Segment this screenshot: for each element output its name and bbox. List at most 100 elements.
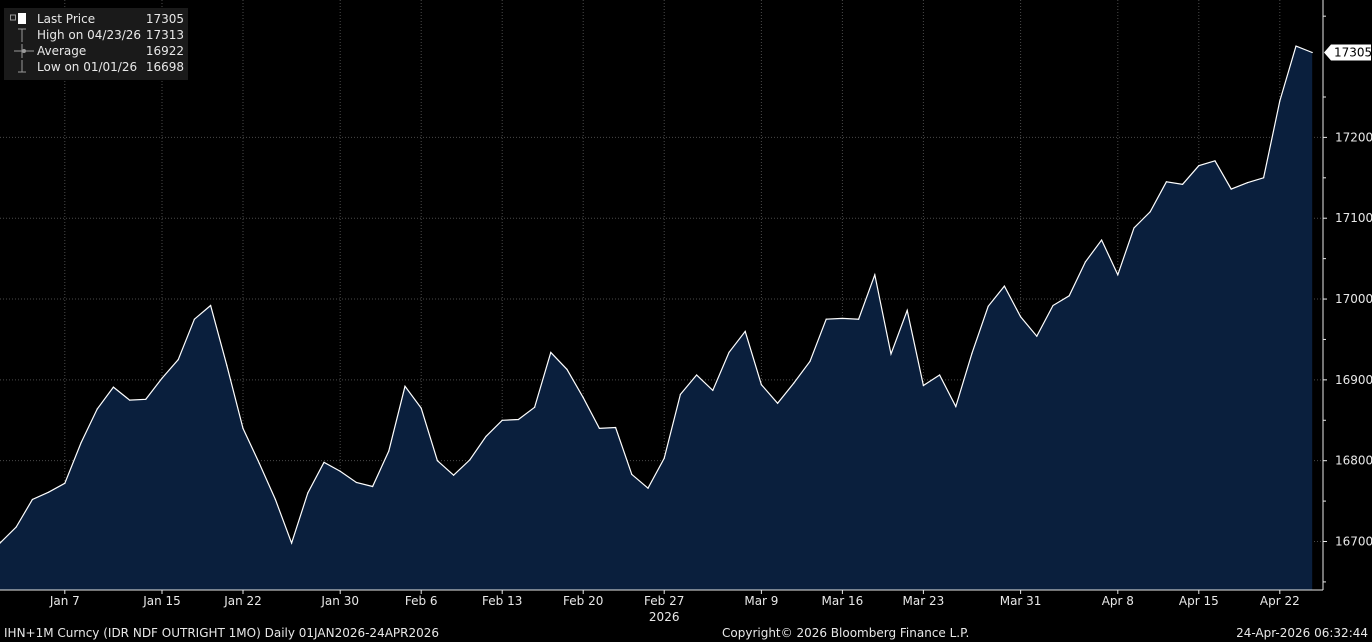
data-point [1311,51,1313,54]
legend-value: 16698 [145,60,184,74]
data-point [760,384,763,386]
price-line [0,45,1313,545]
x-tick-label: Feb 13 [482,594,522,608]
y-tick-label: 16900 [1335,373,1372,387]
data-point [712,389,714,391]
data-point [404,385,406,387]
data-point [517,418,520,421]
data-point [874,274,876,276]
legend-value: 16922 [145,44,184,58]
data-point [420,407,422,409]
data-point [1295,45,1297,47]
y-tick-label: 16800 [1335,454,1372,468]
legend-row-last-price: Last Price 17305 [4,11,188,27]
data-point [679,393,682,396]
data-point [453,474,455,476]
data-point [129,399,131,401]
data-point [858,318,860,320]
x-tick-label: Mar 31 [1000,594,1042,608]
legend-value: 17313 [145,28,184,42]
x-tick-label: Mar 16 [822,594,864,608]
data-point [582,397,584,399]
axes [0,0,1324,591]
data-point [841,317,844,320]
data-point [242,427,244,429]
y-tick-label: 17000 [1335,292,1372,306]
data-point [339,470,341,472]
data-point [469,459,471,461]
data-point [1230,188,1232,190]
x-tick-label: Apr 22 [1260,594,1300,608]
data-point [1003,285,1006,287]
data-point [1279,100,1281,102]
legend-row-low: Low on 01/01/26 16698 [4,59,188,75]
data-point [1149,211,1151,213]
data-point [615,426,617,429]
data-point [80,442,82,444]
y-axis-ticks: 16700 16800 16900 17000 17100 17200 [1323,15,1372,583]
data-point [1068,295,1070,297]
average-marker-icon [10,44,34,58]
data-point [0,542,1,544]
x-tick-label: Mar 9 [744,594,778,608]
data-point [971,352,973,354]
data-point [793,382,795,384]
legend-value: 17305 [145,12,184,26]
data-point [193,318,195,320]
last-price-tag-bg [1324,44,1371,61]
x-tick-label: Mar 23 [903,594,945,608]
x-tick-label: Jan 22 [223,594,262,608]
data-point [31,498,33,501]
data-point [161,377,163,379]
x-tick-label: Feb 6 [405,594,438,608]
legend-label: Average [37,44,87,58]
last-price-tag-label: 17305 [1334,46,1372,60]
data-point [1084,261,1086,263]
data-points [0,45,1313,544]
data-point [501,419,503,421]
data-point [1198,165,1200,167]
data-point [550,351,552,353]
data-point [436,460,438,462]
data-point [922,384,925,387]
last-price-tag: 17305 [1324,44,1372,61]
data-point [274,498,276,501]
data-point [890,353,892,355]
data-point [728,351,730,353]
data-point [987,305,989,307]
data-point [15,526,17,528]
data-point [1020,316,1022,318]
data-point [1165,181,1167,183]
data-point [210,304,212,307]
data-point [1246,182,1248,184]
legend-label: High on 04/23/26 [37,28,142,42]
x-year-label: 2026 [649,610,680,624]
legend-row-average: Average 16922 [4,43,188,59]
data-point [372,485,374,488]
data-point [1133,227,1135,229]
x-tick-label: Feb 27 [644,594,684,608]
data-point [64,482,66,484]
x-tick-label: Feb 20 [563,594,603,608]
filled-square-icon [10,12,28,26]
data-point [939,374,941,376]
data-point [809,360,811,362]
data-point [177,359,179,361]
footer-timestamp: 24-Apr-2026 06:32:44 [1236,626,1368,640]
data-point [1052,304,1054,307]
data-point [112,386,114,388]
x-tick-label: Jan 15 [142,594,181,608]
data-point [1101,239,1103,241]
data-point [534,406,536,408]
data-point [226,364,228,366]
data-point [291,542,293,544]
data-point [955,405,957,408]
data-point [1117,274,1119,276]
data-point [1182,183,1184,185]
x-tick-label: Jan 7 [49,594,80,608]
x-axis-ticks: Jan 7 Jan 15 Jan 22 Jan 30 Feb 6 Feb 13 Feb 20… [49,590,1300,624]
data-point [696,374,698,376]
footer-security-description: IHN+1M Curncy (IDR NDF OUTRIGHT 1MO) Dai… [4,626,440,640]
data-point [647,487,649,489]
data-point [1036,335,1038,337]
